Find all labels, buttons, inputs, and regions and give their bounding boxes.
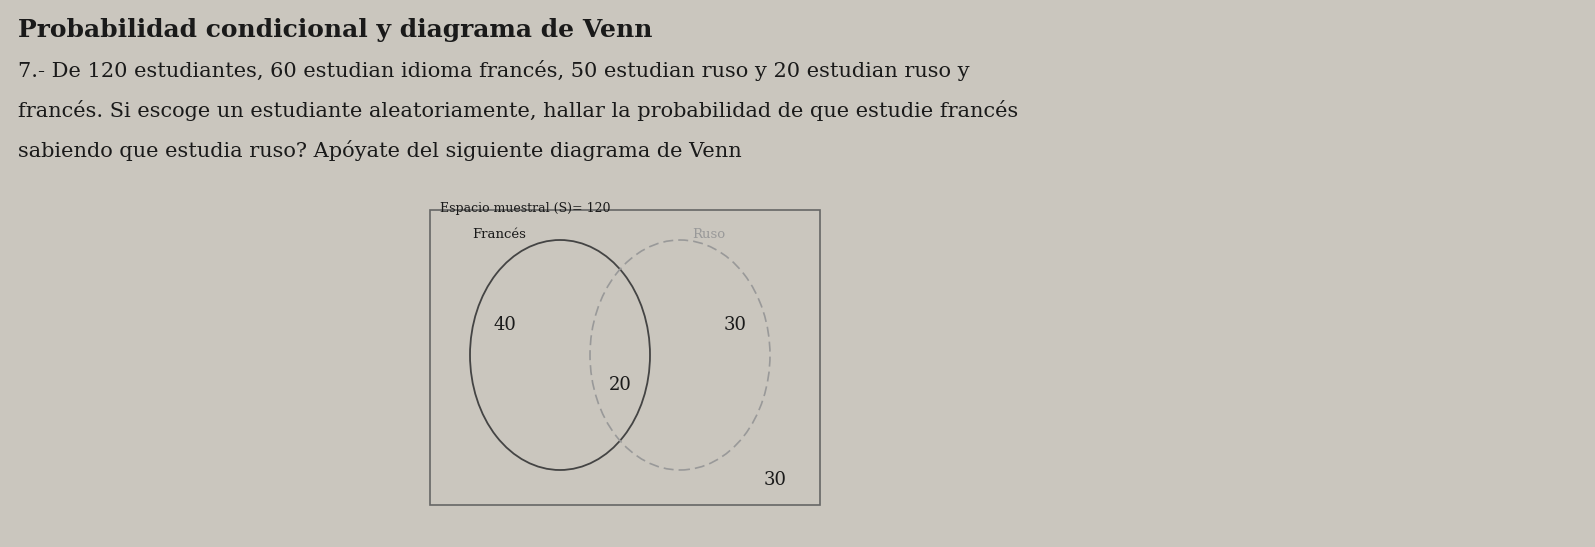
Text: 40: 40 xyxy=(493,316,517,334)
Text: 30: 30 xyxy=(764,471,786,489)
Text: Francés: Francés xyxy=(472,228,526,241)
Text: francés. Si escoge un estudiante aleatoriamente, hallar la probabilidad de que e: francés. Si escoge un estudiante aleator… xyxy=(18,100,1018,121)
Text: sabiendo que estudia ruso? Apóyate del siguiente diagrama de Venn: sabiendo que estudia ruso? Apóyate del s… xyxy=(18,140,742,161)
Text: 30: 30 xyxy=(724,316,746,334)
Text: Probabilidad condicional y diagrama de Venn: Probabilidad condicional y diagrama de V… xyxy=(18,18,652,42)
Text: 7.- De 120 estudiantes, 60 estudian idioma francés, 50 estudian ruso y 20 estudi: 7.- De 120 estudiantes, 60 estudian idio… xyxy=(18,60,970,81)
Bar xyxy=(431,210,820,505)
Text: Espacio muestral (S)= 120: Espacio muestral (S)= 120 xyxy=(440,202,611,215)
Text: 20: 20 xyxy=(609,376,632,394)
Text: Ruso: Ruso xyxy=(692,228,726,241)
